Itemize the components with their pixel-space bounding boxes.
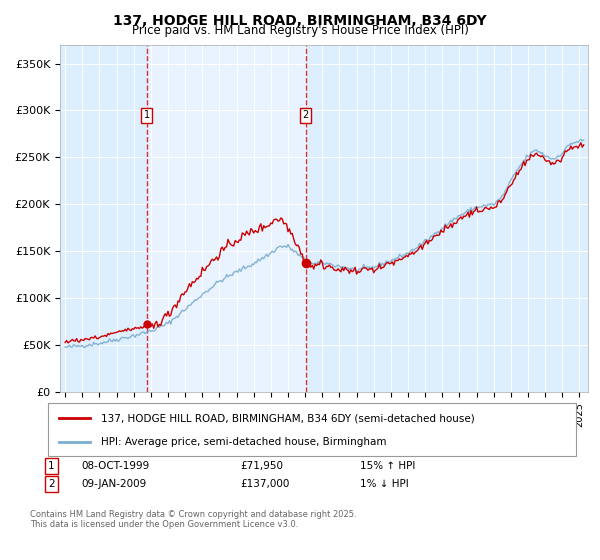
Text: 2: 2 (302, 110, 309, 120)
Bar (147, 45, 305, 392)
Text: £137,000: £137,000 (240, 479, 289, 489)
Text: 1% ↓ HPI: 1% ↓ HPI (360, 479, 409, 489)
Text: Contains HM Land Registry data © Crown copyright and database right 2025.
This d: Contains HM Land Registry data © Crown c… (30, 510, 356, 529)
Text: 08-OCT-1999: 08-OCT-1999 (81, 461, 149, 471)
Text: 2: 2 (48, 479, 55, 489)
Text: 09-JAN-2009: 09-JAN-2009 (81, 479, 146, 489)
Text: £71,950: £71,950 (240, 461, 283, 471)
Text: Price paid vs. HM Land Registry's House Price Index (HPI): Price paid vs. HM Land Registry's House … (131, 24, 469, 37)
Text: 137, HODGE HILL ROAD, BIRMINGHAM, B34 6DY (semi-detached house): 137, HODGE HILL ROAD, BIRMINGHAM, B34 6D… (101, 413, 475, 423)
FancyBboxPatch shape (48, 403, 576, 456)
Text: 15% ↑ HPI: 15% ↑ HPI (360, 461, 415, 471)
Text: 1: 1 (48, 461, 55, 471)
Text: 1: 1 (144, 110, 150, 120)
Text: HPI: Average price, semi-detached house, Birmingham: HPI: Average price, semi-detached house,… (101, 436, 386, 446)
Text: 137, HODGE HILL ROAD, BIRMINGHAM, B34 6DY: 137, HODGE HILL ROAD, BIRMINGHAM, B34 6D… (113, 14, 487, 28)
